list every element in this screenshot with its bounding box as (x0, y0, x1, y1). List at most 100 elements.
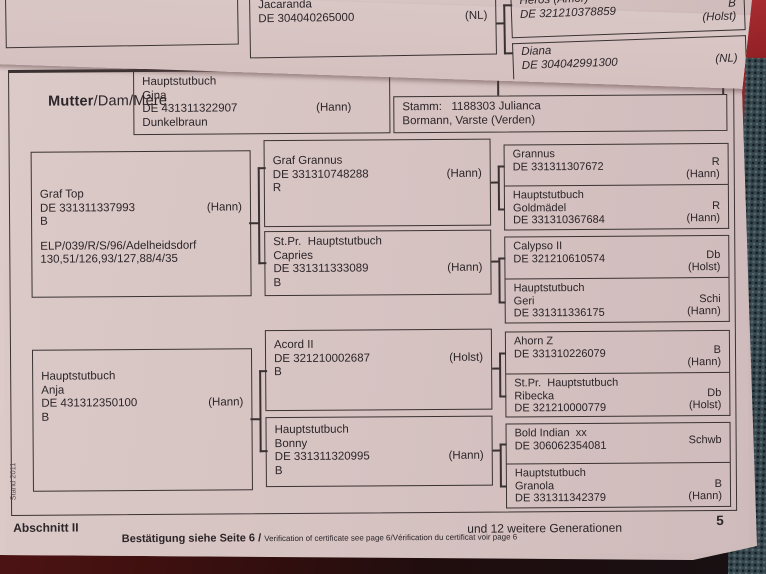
ancestor-registration: DE 331311333089 (273, 262, 369, 276)
ancestor-breed: (Holst) (687, 261, 721, 274)
ancestor-color-code: B (40, 215, 48, 228)
ancestor-breed (689, 447, 722, 459)
pedigree-box-ahorn-z: Ahorn Z DE 331310226079 B (Hann) (504, 329, 731, 375)
ancestor-color-code: R (711, 155, 720, 168)
stand-year-note: Stand 2011 (8, 462, 18, 501)
ancestor-color-code: B (41, 411, 50, 424)
ancestor-studbook: St.Pr. Hauptstutbuch (273, 235, 382, 249)
ancestor-registration: DE 331311336175 (513, 307, 605, 320)
ancestor-breed: (Hann) (206, 200, 243, 214)
connector-line (259, 370, 268, 372)
ancestor-breed: (Hann) (208, 396, 244, 409)
pedigree-box-goldmaedel: Hauptstutbuch Goldmädel DE 331310367684 … (503, 184, 730, 231)
pedigree-box-granola: Hauptstutbuch Granola DE 331311342379 B … (505, 462, 732, 509)
ancestor-breed: (Hann) (686, 168, 720, 181)
connector-line (499, 395, 507, 398)
ancestor-breed: (NL) (715, 51, 738, 65)
ancestor-breed: (Holst) (449, 351, 484, 364)
pedigree-box-graf-grannus: Graf Grannus DE 331310748288 (Hann) R (263, 138, 492, 228)
ancestor-registration: DE 331310226079 (513, 347, 606, 361)
stamm-box: Stamm: 1188303 Julianca Bormann, Varste … (393, 93, 728, 134)
ancestor-registration: DE 321210378859 (519, 5, 617, 21)
ancestor-name: Bold Indian xx (514, 426, 587, 440)
ancestor-breed: (Hann) (687, 305, 721, 318)
ancestor-studbook: Hauptstutbuch (274, 423, 349, 437)
ancestor-studbook: Hauptstutbuch (41, 370, 116, 383)
ancestor-name: Graf Top (39, 188, 84, 201)
pedigree-box-bonny: Hauptstutbuch Bonny DE 331311320995 (Hann… (265, 415, 493, 488)
ancestor-name: Calypso II (513, 240, 563, 253)
ancestor-breed: (Holst) (702, 10, 737, 25)
connector-line (498, 257, 506, 260)
ancestor-name: Anja (41, 384, 65, 397)
ancestor-registration: DE 306062354081 (514, 439, 607, 453)
ancestor-breed: (Hann) (448, 449, 484, 463)
dam-color: Dunkelbraun (142, 116, 208, 129)
ancestor-breed: (Hann) (688, 490, 723, 503)
dam-breed: (Hann) (316, 101, 352, 114)
footer-confirmation-bold: Bestätigung siehe Seite 6 / (121, 532, 265, 546)
pedigree-box-anja: Hauptstutbuch Anja DE 431312350100 (Hann)… (31, 348, 253, 492)
ancestor-name: Geri (513, 294, 535, 308)
pedigree-box-ribecka: St.Pr. Hauptstutbuch Ribecka DE 32121000… (505, 372, 731, 418)
connector-line (499, 352, 501, 397)
ancestor-color-code: B (273, 276, 282, 289)
ancestor-color-code: Schi (699, 292, 721, 305)
ancestor-name: Ahorn Z (513, 335, 554, 348)
footer-confirmation: Bestätigung siehe Seite 6 / Verification… (97, 518, 518, 557)
ancestor-color-code: R (711, 199, 721, 212)
stamm-breeder: Bormann, Varste (Verden) (402, 113, 536, 127)
ancestor-breed: (Hann) (447, 261, 483, 275)
ancestor-registration: DE 321210610574 (513, 252, 606, 266)
ancestor-registration: DE 331310367684 (513, 214, 605, 227)
ancestor-breed: (Hann) (687, 356, 722, 369)
ancestor-name: Goldmädel (512, 201, 567, 215)
ancestor-color-code: B (274, 366, 282, 379)
performance-scores: 130,51/126,93/127,88/4/35 (40, 253, 178, 266)
ancestor-breed: (Holst) (688, 399, 722, 412)
ancestor-studbook: Hauptstutbuch (512, 188, 584, 202)
ancestor-name: Acord II (273, 338, 314, 352)
connector-line (497, 165, 500, 210)
connector-line (497, 165, 505, 168)
performance-line: ELP/039/R/S/96/Adelheidsdorf (40, 239, 197, 253)
pedigree-box-diana: Diana DE 304042991300 (NL) (512, 35, 748, 80)
pedigree-page: Mutter/Dam/Mère Hauptstutbuch Gina DE 43… (2, 60, 750, 558)
connector-line (498, 301, 506, 304)
connector-line (498, 257, 501, 303)
ancestor-color-code: R (272, 182, 282, 195)
ancestor-registration: DE 331311342379 (514, 492, 607, 505)
footer-section-label: Abschnitt II (13, 520, 79, 535)
pedigree-box-graf-top: Graf Top DE 331311337993 (Hann) B ELP/039… (30, 150, 252, 298)
ancestor-color-code: B (713, 343, 722, 356)
pedigree-box-geri: Hauptstutbuch Geri DE 331311336175 Schi … (504, 277, 730, 324)
connector-line (499, 443, 507, 446)
ancestor-studbook: Hauptstutbuch (513, 281, 585, 295)
pedigree-box-capries: St.Pr. Hauptstutbuch Capries DE 33131133… (264, 229, 492, 297)
ancestor-color-code: B (274, 464, 283, 477)
pedigree-box-grannus: Grannus DE 331311307672 R (Hann) (503, 142, 729, 187)
footer-generations-note: und 12 weitere Generationen (467, 520, 623, 536)
pedigree-box-heros: Heros (Amor) DE 321210378859 B (Holst) (509, 0, 746, 39)
pedigree-box-calypso-ii: Calypso II DE 321210610574 Db (Holst) (504, 234, 730, 280)
connector-line (258, 262, 267, 264)
connector-line (498, 208, 506, 211)
ancestor-registration: DE 331310748288 (272, 168, 369, 181)
ancestor-studbook: Hauptstutbuch (514, 466, 586, 480)
ancestor-color-code: Db (707, 386, 722, 399)
ancestor-name: Granola (514, 479, 555, 493)
ancestor-name: Graf Grannus (272, 154, 343, 168)
ancestor-registration: DE 331311307672 (512, 160, 604, 174)
ancestor-name: Capries (273, 249, 314, 262)
ancestor-color-code: B (714, 477, 722, 490)
ancestor-registration: DE 331311320995 (274, 450, 370, 464)
ancestor-registration: DE 321210002687 (274, 352, 371, 365)
pedigree-box-bold-indian: Bold Indian xx DE 306062354081 Schwb (505, 421, 731, 465)
ancestor-breed: (Hann) (446, 167, 482, 180)
pedigree-box-acord-ii: Acord II DE 321210002687 (Holst) B (264, 328, 493, 412)
connector-line (499, 443, 502, 487)
ancestor-name: Ribecka (514, 389, 555, 403)
connector-line (259, 450, 268, 452)
